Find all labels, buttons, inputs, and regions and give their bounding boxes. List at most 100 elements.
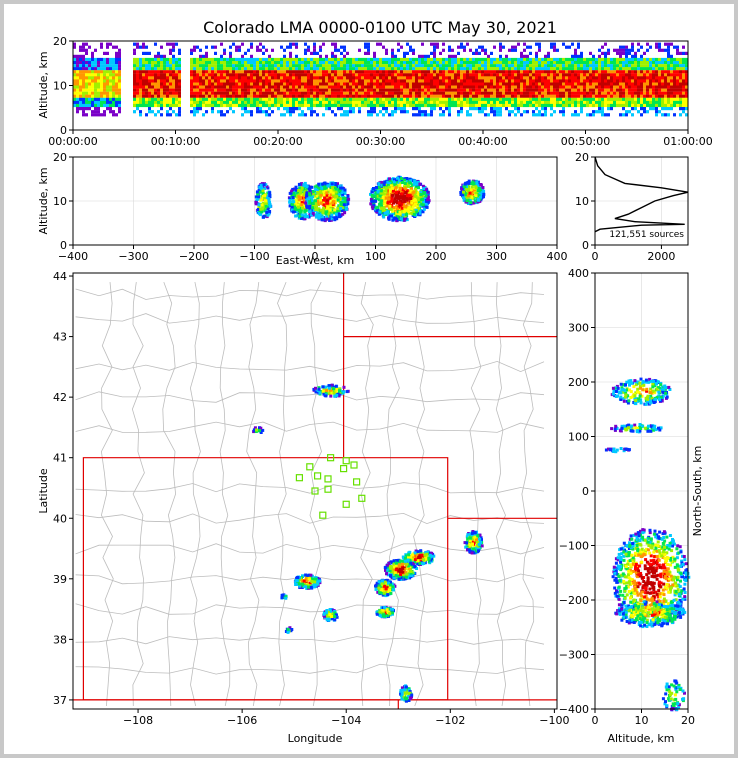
time-altitude-cell xyxy=(118,85,121,89)
time-altitude-cell xyxy=(169,82,172,86)
ew-source-cell xyxy=(265,185,269,189)
time-altitude-cell xyxy=(265,91,268,95)
time-altitude-cell xyxy=(325,100,328,105)
time-altitude-cell xyxy=(91,82,94,86)
time-altitude-cell xyxy=(541,91,544,95)
time-altitude-cell xyxy=(256,79,259,83)
time-altitude-cell xyxy=(640,61,643,65)
time-altitude-cell xyxy=(343,61,346,65)
time-altitude-cell xyxy=(313,64,316,68)
time-altitude-cell xyxy=(199,48,202,52)
time-altitude-cell xyxy=(148,67,151,71)
time-altitude-cell xyxy=(559,85,562,89)
time-altitude-cell xyxy=(379,70,382,74)
time-altitude-cell xyxy=(163,61,166,65)
time-altitude-cell xyxy=(106,51,109,55)
time-altitude-cell xyxy=(193,110,196,114)
time-altitude-cell xyxy=(244,79,247,83)
time-altitude-cell xyxy=(142,51,145,55)
time-altitude-cell xyxy=(445,107,448,111)
time-altitude-cell xyxy=(541,113,544,117)
time-altitude-cell xyxy=(475,61,478,65)
time-altitude-cell xyxy=(400,79,403,83)
time-altitude-cell xyxy=(487,113,490,117)
time-altitude-cell xyxy=(505,61,508,65)
ew-source-cell xyxy=(328,183,332,187)
time-altitude-cell xyxy=(157,61,160,65)
time-altitude-cell xyxy=(91,103,94,108)
time-altitude-cell xyxy=(298,79,301,83)
time-altitude-cell xyxy=(418,91,421,95)
time-altitude-cell xyxy=(85,113,88,117)
time-altitude-cell xyxy=(232,61,235,65)
time-altitude-cell xyxy=(355,73,358,77)
time-altitude-cell xyxy=(178,85,181,89)
ew-source-cell xyxy=(263,196,267,200)
time-altitude-cell xyxy=(199,54,202,58)
time-altitude-cell xyxy=(403,94,406,98)
time-altitude-cell xyxy=(199,76,202,80)
time-altitude-cell xyxy=(673,70,676,74)
time-altitude-cell xyxy=(301,91,304,95)
time-altitude-cell xyxy=(142,64,145,68)
time-altitude-cell xyxy=(274,85,277,89)
time-altitude-cell xyxy=(109,76,112,80)
time-altitude-cell xyxy=(622,76,625,80)
time-altitude-cell xyxy=(475,107,478,111)
time-altitude-cell xyxy=(667,64,670,68)
time-altitude-cell xyxy=(370,100,373,105)
time-altitude-cell xyxy=(373,67,376,71)
time-altitude-cell xyxy=(598,91,601,95)
time-altitude-cell xyxy=(562,97,565,101)
time-altitude-cell xyxy=(580,100,583,105)
time-altitude-cell xyxy=(625,100,628,105)
time-altitude-cell xyxy=(406,76,409,80)
time-altitude-cell xyxy=(685,61,688,65)
time-altitude-cell xyxy=(310,82,313,86)
time-altitude-cell xyxy=(259,94,262,98)
time-altitude-cell xyxy=(145,73,148,77)
time-altitude-cell xyxy=(592,73,595,77)
time-altitude-cell xyxy=(619,94,622,98)
time-altitude-cell xyxy=(499,79,502,83)
ew-source-cell xyxy=(261,189,265,193)
time-altitude-cell xyxy=(244,91,247,95)
time-altitude-cell xyxy=(403,88,406,92)
time-altitude-cell xyxy=(646,42,649,46)
time-altitude-cell xyxy=(220,54,223,58)
time-altitude-cell xyxy=(547,85,550,89)
time-altitude-cell xyxy=(79,85,82,89)
time-altitude-cell xyxy=(457,67,460,71)
time-altitude-cell xyxy=(322,103,325,108)
ew-source-cell xyxy=(312,209,316,212)
time-altitude-cell xyxy=(406,94,409,98)
time-altitude-cell xyxy=(421,100,424,105)
time-altitude-cell xyxy=(115,67,118,71)
time-altitude-cell xyxy=(289,82,292,86)
time-altitude-cell xyxy=(574,82,577,86)
time-altitude-cell xyxy=(520,88,523,92)
time-altitude-cell xyxy=(313,94,316,98)
time-altitude-cell xyxy=(574,73,577,77)
time-altitude-cell xyxy=(211,67,214,71)
time-altitude-cell xyxy=(385,64,388,68)
time-altitude-cell xyxy=(202,103,205,108)
time-altitude-cell xyxy=(112,97,115,101)
time-altitude-cell xyxy=(553,85,556,89)
time-altitude-cell xyxy=(442,73,445,77)
time-altitude-cell xyxy=(352,64,355,68)
ew-source-cell xyxy=(337,193,341,197)
time-altitude-cell xyxy=(142,73,145,77)
time-altitude-cell xyxy=(466,91,469,95)
time-altitude-cell xyxy=(193,91,196,95)
ew-source-cell xyxy=(325,196,329,199)
ew-source-cell xyxy=(308,201,312,205)
time-altitude-cell xyxy=(82,82,85,86)
time-altitude-cell xyxy=(211,82,214,86)
time-altitude-cell xyxy=(412,61,415,65)
time-altitude-cell xyxy=(97,64,100,68)
time-altitude-cell xyxy=(397,61,400,65)
time-altitude-cell xyxy=(604,42,607,46)
time-altitude-cell xyxy=(382,88,385,92)
ew-source-cell xyxy=(257,205,261,209)
